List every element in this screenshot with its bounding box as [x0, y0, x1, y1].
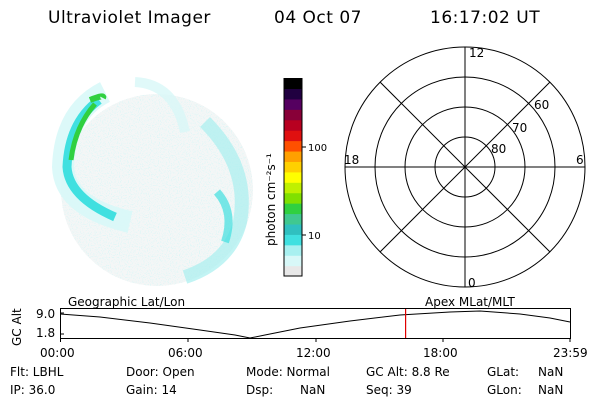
colorbar-stripe [284, 223, 302, 235]
status-filter: Flt: LBHL [10, 365, 64, 379]
status-mode: Mode: Normal [246, 365, 330, 379]
colorbar-stripe [284, 234, 302, 246]
colorbar-stripe [284, 182, 302, 194]
status-glat-label: GLat: [487, 365, 520, 379]
status-glon-label: GLon: [487, 383, 522, 397]
status-dsp-value: NaN [300, 383, 326, 397]
colorbar-stripe [284, 192, 302, 204]
colorbar-stripe [284, 130, 302, 142]
status-glat-value: NaN [538, 365, 564, 379]
status-glon-value: NaN [538, 383, 564, 397]
timeline-y-tick-max: 9.0 [36, 307, 56, 321]
colorbar-stripe [284, 213, 302, 225]
colorbar-unit-label: photon cm⁻²s⁻¹ [264, 153, 278, 246]
colorbar-stripe [284, 109, 302, 121]
mlt-label-6: 6 [576, 153, 584, 167]
status-gain: Gain: 14 [126, 383, 177, 397]
mlt-label-12: 12 [469, 46, 484, 60]
colorbar-stripe [284, 255, 302, 267]
timeline-x-tick-1800: 18:00 [423, 346, 458, 360]
colorbar-stripe [284, 161, 302, 173]
colorbar-stripe [284, 119, 302, 131]
status-door: Door: Open [126, 365, 195, 379]
timeline-plot [60, 308, 571, 342]
colorbar-stripe [284, 140, 302, 152]
timeline-y-axis-label: GC Alt [10, 308, 24, 346]
colorbar-stripe [284, 203, 302, 215]
colorbar-stripe [284, 171, 302, 183]
lat-label-80: 80 [491, 142, 506, 156]
instrument-title: Ultraviolet Imager [48, 8, 211, 28]
colorbar-stripe [284, 265, 302, 277]
colorbar: 100 10 [283, 78, 327, 277]
status-ip: IP: 36.0 [10, 383, 56, 397]
altitude-curve [60, 310, 571, 339]
lat-label-70: 70 [512, 121, 527, 135]
mlt-label-18: 18 [344, 153, 359, 167]
polar-grid: 12 0 18 6 60 70 80 [344, 46, 586, 290]
colorbar-stripe [284, 98, 302, 110]
status-gc-alt: GC Alt: 8.8 Re [366, 365, 450, 379]
timeline-left-title: Geographic Lat/Lon [68, 295, 186, 309]
lat-label-60: 60 [534, 98, 549, 112]
timeline-right-title: Apex MLat/MLT [425, 295, 515, 309]
colorbar-stripe [284, 150, 302, 162]
timeline-x-tick-0000: 00:00 [40, 346, 75, 360]
colorbar-stripe [284, 88, 302, 100]
timeline-x-tick-0600: 06:00 [168, 346, 203, 360]
colorbar-tick-10: 10 [308, 231, 321, 242]
colorbar-tick-100: 100 [308, 143, 327, 154]
status-dsp-label: Dsp: [246, 383, 274, 397]
colorbar-stripe [284, 78, 302, 90]
uv-image [51, 77, 253, 286]
observation-time: 16:17:02 UT [430, 8, 541, 28]
observation-date: 04 Oct 07 [274, 8, 362, 28]
status-seq: Seq: 39 [366, 383, 412, 397]
timeline-x-tick-1200: 12:00 [296, 346, 331, 360]
timeline-y-tick-min: 1.8 [36, 326, 56, 340]
mlt-label-0: 0 [468, 276, 476, 290]
timeline-x-tick-2359: 23:59 [553, 346, 588, 360]
colorbar-stripe [284, 244, 302, 256]
